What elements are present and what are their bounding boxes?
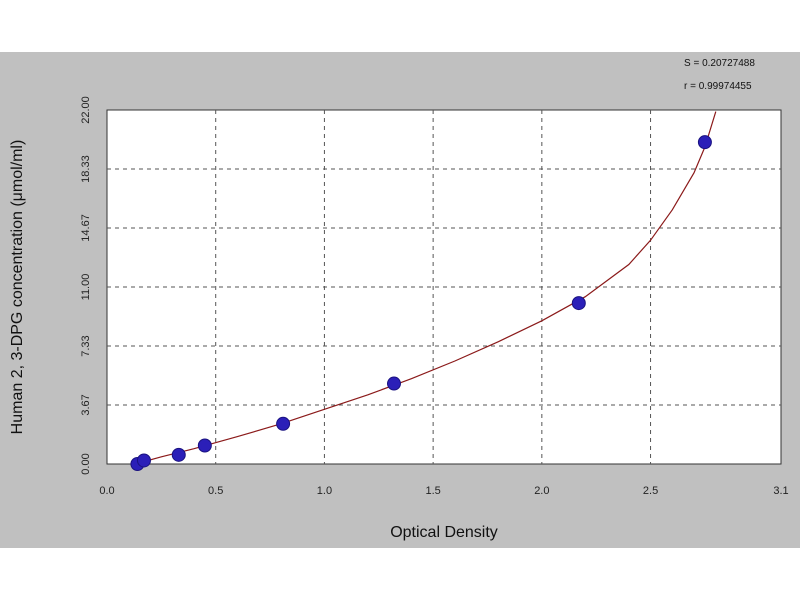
data-point [171,447,186,462]
y-tick-label: 7.33 [80,335,92,356]
x-tick-label: 2.5 [643,485,658,497]
stat-annotation-r: r = 0.99974455 [684,81,752,92]
y-axis-label: Human 2, 3-DPG concentration (μmol/ml) [9,140,26,435]
data-point [136,453,151,468]
data-point [697,135,712,150]
fit-curve [135,111,717,465]
data-point [571,296,586,311]
data-point [386,376,401,391]
x-tick-label: 1.0 [317,485,332,497]
data-points-layer [130,135,712,471]
x-axis-label: Optical Density [390,524,498,541]
y-tick-label: 11.00 [80,274,92,301]
gridlines [107,110,781,464]
x-tick-label: 0.5 [208,485,223,497]
x-tick-label: 2.0 [534,485,549,497]
y-tick-label: 18.33 [80,155,92,183]
y-tick-label: 14.67 [80,214,92,242]
data-point [197,438,212,453]
stat-annotation-s: S = 0.20727488 [684,58,755,69]
data-point [276,416,291,431]
y-tick-labels: 0.00 3.67 7.33 11.00 14.67 18.33 22.00 [80,96,92,474]
y-tick-label: 3.67 [80,394,92,415]
x-tick-label: 1.5 [425,485,440,497]
y-tick-label: 0.00 [80,453,92,474]
x-tick-label: 0.0 [99,485,114,497]
y-tick-label: 22.00 [80,96,92,124]
x-tick-label: 3.1 [773,485,788,497]
x-tick-labels: 0.0 0.5 1.0 1.5 2.0 2.5 3.1 [99,485,788,497]
fit-curve-layer [135,111,717,465]
